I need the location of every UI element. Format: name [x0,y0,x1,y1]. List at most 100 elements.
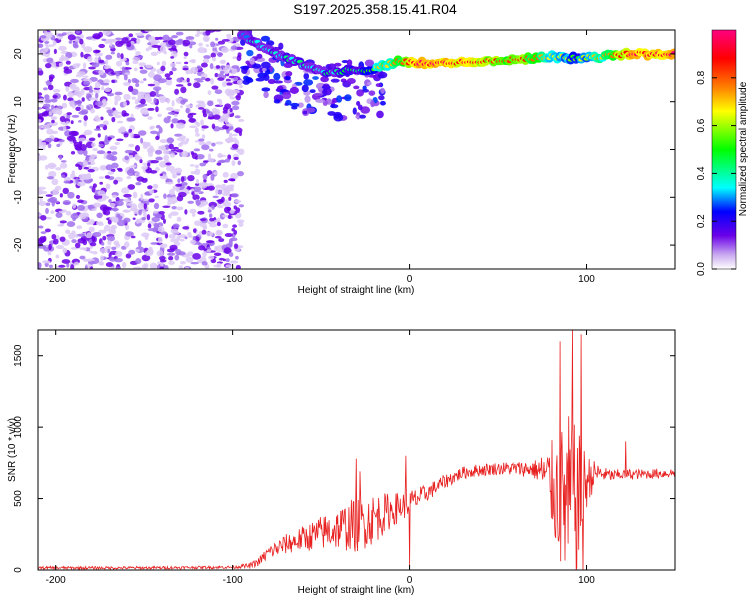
noise-blob [44,216,52,220]
scatter-blob [278,42,284,50]
scatter-blob [297,102,304,108]
noise-blob [225,184,234,190]
noise-blob [209,148,214,152]
scatter-blob [346,59,353,67]
noise-blob [105,164,113,171]
noise-blob [172,223,180,229]
scatter-blob [313,92,324,96]
scatter-blob [256,53,263,59]
noise-blob [215,37,219,41]
noise-blob [207,116,215,120]
noise-blob [185,104,193,108]
noise-blob [100,82,110,86]
noise-blob [158,211,165,215]
noise-blob [162,34,170,42]
noise-blob [176,137,186,141]
noise-blob [223,179,228,183]
colorbar-tick-label: 0.0 [696,262,707,276]
noise-blob [186,77,190,83]
noise-blob [212,114,221,120]
scatter-blob [362,85,367,91]
noise-blob [169,188,175,196]
noise-blob [126,205,131,209]
noise-blob [192,253,202,260]
noise-blob [205,231,214,237]
noise-blob [191,59,196,64]
noise-blob [168,143,174,150]
noise-blob [200,62,208,68]
noise-blob [108,266,114,269]
noise-blob [196,80,204,83]
noise-blob [71,104,76,109]
noise-blob [193,82,201,89]
noise-blob [141,217,146,221]
noise-blob [196,121,200,127]
noise-blob [228,178,236,182]
noise-blob [127,85,134,92]
noise-blob [151,44,161,48]
noise-blob [124,149,134,154]
noise-blob [226,82,233,86]
noise-blob [126,117,136,122]
noise-blob [183,51,189,57]
scatter-blob [282,91,292,100]
noise-blob [135,248,140,253]
noise-blob [44,137,54,143]
noise-blob [164,264,169,269]
noise-blob [74,233,79,238]
noise-blob [203,160,209,163]
noise-blob [125,61,130,66]
noise-blob [199,218,207,221]
noise-blob [44,63,52,69]
noise-blob [96,221,100,225]
snr-ytick-label: 1500 [13,344,24,367]
noise-blob [87,169,95,173]
snr-ytick-label: 1000 [13,416,24,439]
noise-blob [194,220,202,226]
noise-blob [55,254,60,259]
noise-blob [150,125,155,129]
noise-blob [153,202,160,210]
noise-blob [176,77,184,83]
noise-blob [180,176,185,183]
noise-blob [62,94,67,101]
noise-blob [59,139,65,143]
noise-blob [38,113,47,117]
noise-blob [134,145,141,152]
noise-blob [138,62,147,67]
noise-blob [228,240,233,247]
noise-blob [84,265,88,269]
noise-blob [171,67,177,72]
noise-blob [79,255,85,260]
snr-ytick-label: 500 [13,490,24,507]
noise-blob [224,233,233,238]
noise-blob [38,67,43,72]
noise-blob [59,220,67,224]
noise-blob [121,37,129,44]
noise-blob [48,170,57,178]
noise-blob [206,109,210,114]
snr-ytick-label: 0 [13,567,24,573]
noise-blob [55,212,63,218]
noise-blob [39,48,48,54]
spectrogram-ytick-label: -10 [13,190,24,205]
noise-blob [159,45,166,53]
noise-blob [59,193,63,198]
noise-blob [46,57,54,63]
noise-blob [123,74,128,81]
noise-blob [80,51,84,58]
noise-blob [59,162,68,169]
noise-blob [203,55,211,60]
noise-blob [142,144,148,150]
noise-blob [63,68,73,74]
noise-blob [69,83,75,89]
noise-blob [214,89,223,95]
noise-blob [112,194,118,199]
noise-blob [174,88,180,95]
noise-blob [159,266,164,269]
noise-blob [189,44,193,49]
noise-blob [148,221,154,224]
noise-blob [101,241,105,246]
